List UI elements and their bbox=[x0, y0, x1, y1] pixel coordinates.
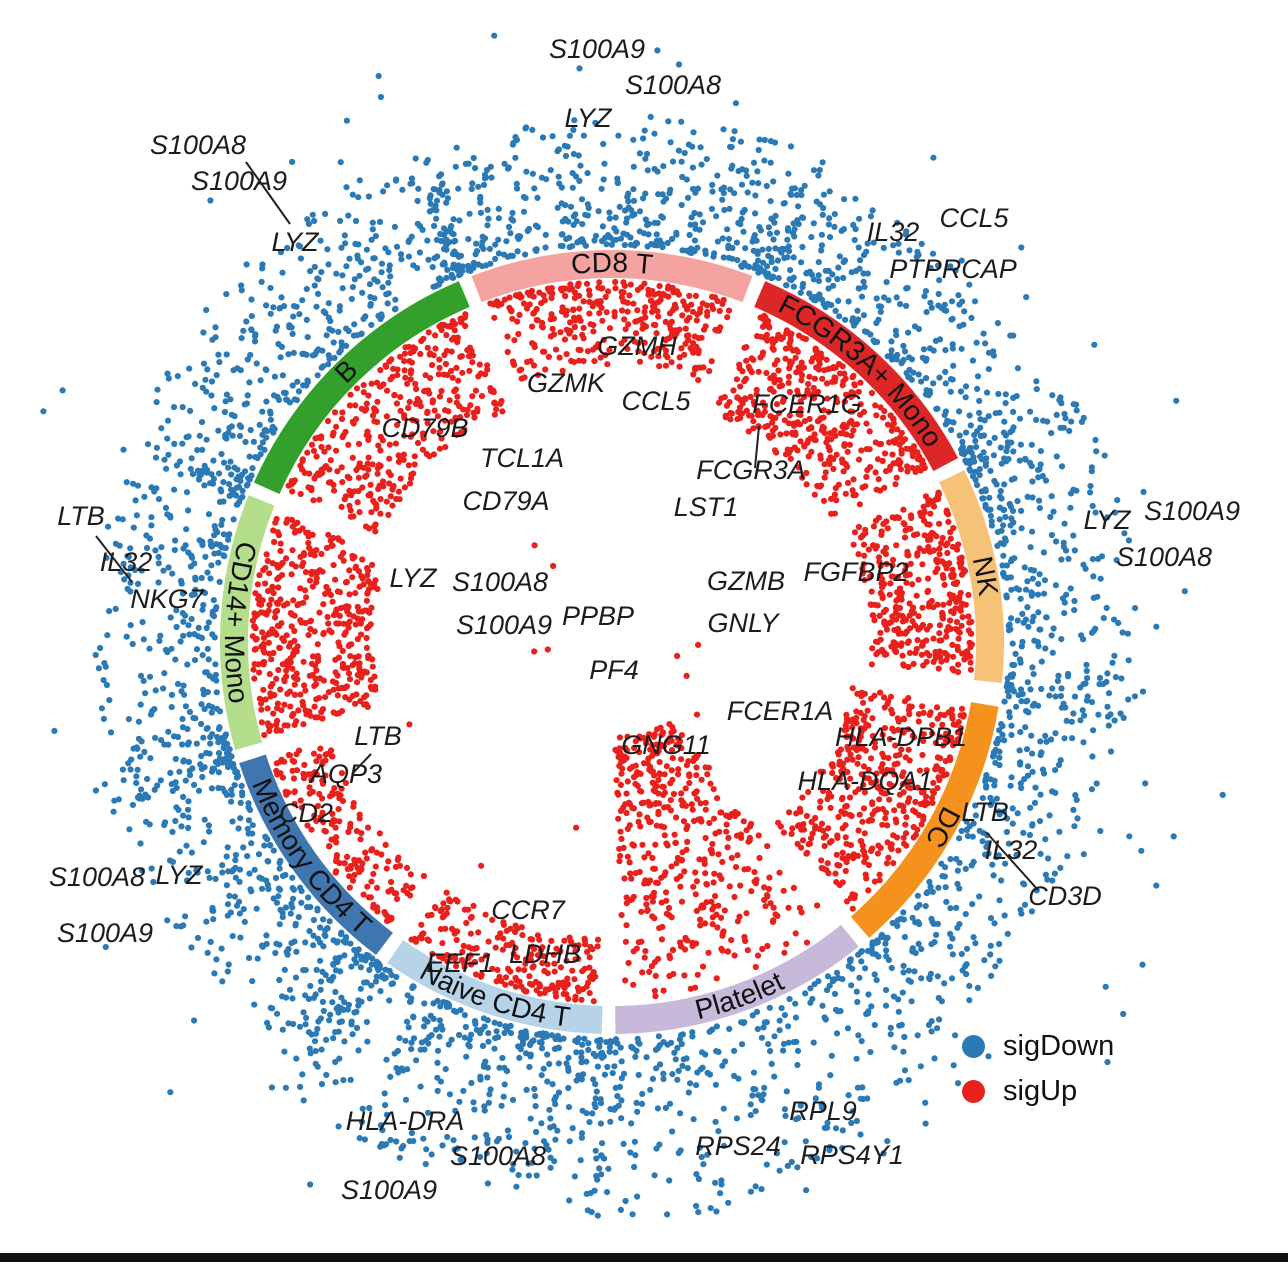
segment-CD8-T bbox=[471, 250, 753, 303]
gene-label-TCL1A: TCL1A bbox=[480, 443, 564, 473]
leader-line bbox=[95, 535, 133, 583]
segment-CD14-Mono bbox=[220, 495, 275, 751]
segment-Memory-CD4-T bbox=[239, 754, 393, 956]
gene-label-GNLY: GNLY bbox=[707, 608, 780, 638]
gene-label-S100A9: S100A9 bbox=[549, 34, 645, 64]
segment-NK bbox=[939, 470, 1004, 683]
gene-label-CD79A: CD79A bbox=[462, 486, 549, 516]
segment-DC bbox=[850, 702, 999, 938]
gene-label-FCGR3A: FCGR3A bbox=[696, 455, 806, 485]
gene-label-S100A8: S100A8 bbox=[49, 862, 145, 892]
gene-label-S100A8: S100A8 bbox=[150, 130, 246, 160]
gene-label-LST1: LST1 bbox=[674, 492, 739, 522]
segment-label: NK bbox=[967, 554, 1004, 598]
gene-label-CCL5: CCL5 bbox=[621, 386, 691, 416]
gene-label-CCL5: CCL5 bbox=[939, 203, 1009, 233]
gene-label-LYZ: LYZ bbox=[271, 227, 320, 257]
gene-label-LYZ: LYZ bbox=[155, 860, 204, 890]
gene-label-PF4: PF4 bbox=[589, 655, 639, 685]
gene-label-GZMB: GZMB bbox=[707, 566, 785, 596]
gene-label-CD3D: CD3D bbox=[1028, 881, 1102, 911]
gene-label-S100A8: S100A8 bbox=[450, 1141, 546, 1171]
gene-label-GZMK: GZMK bbox=[527, 368, 606, 398]
legend-item-sigdown: sigDown bbox=[962, 1032, 1114, 1061]
gene-label-S100A9: S100A9 bbox=[191, 166, 287, 196]
gene-label-RPL9: RPL9 bbox=[789, 1096, 857, 1126]
gene-label-LYZ: LYZ bbox=[1083, 505, 1132, 535]
gene-label-S100A8: S100A8 bbox=[1116, 542, 1212, 572]
leader-line bbox=[245, 161, 291, 225]
gene-label-CCR7: CCR7 bbox=[491, 895, 565, 925]
bottom-border-bar bbox=[0, 1253, 1288, 1262]
segment-label: Platelet bbox=[692, 965, 789, 1025]
gene-label-GZMH: GZMH bbox=[597, 331, 677, 361]
gene-label-AQP3: AQP3 bbox=[308, 759, 382, 789]
segment-Naive-CD4-T bbox=[387, 940, 603, 1034]
leader-line bbox=[985, 831, 1039, 891]
segment-FCGR3A-Mono bbox=[754, 281, 959, 472]
gene-label-CD79B: CD79B bbox=[381, 413, 468, 443]
gene-label-FCER1A: FCER1A bbox=[727, 696, 834, 726]
gene-label-PPBP: PPBP bbox=[562, 601, 634, 631]
gene-label-RPS4Y1: RPS4Y1 bbox=[800, 1140, 904, 1170]
gene-label-HLA-DPB1: HLA-DPB1 bbox=[835, 722, 967, 752]
gene-label-S100A9: S100A9 bbox=[456, 610, 552, 640]
gene-label-S100A9: S100A9 bbox=[1144, 496, 1240, 526]
segment-B bbox=[253, 281, 470, 494]
gene-label-LTB: LTB bbox=[961, 797, 1009, 827]
leader-line bbox=[351, 753, 372, 775]
leader-line bbox=[754, 425, 760, 469]
legend-label-sigdown: sigDown bbox=[1003, 1030, 1115, 1062]
gene-label-HLA-DQA1: HLA-DQA1 bbox=[797, 766, 932, 796]
gene-label-S100A8: S100A8 bbox=[452, 567, 548, 597]
gene-label-CD2: CD2 bbox=[279, 798, 333, 828]
sigup-dot-icon bbox=[962, 1080, 985, 1103]
gene-label-GNG11: GNG11 bbox=[621, 730, 711, 760]
gene-label-S100A9: S100A9 bbox=[57, 918, 153, 948]
sigdown-dot-icon bbox=[962, 1035, 985, 1058]
gene-label-RPS24: RPS24 bbox=[695, 1131, 781, 1161]
gene-label-FCER1G: FCER1G bbox=[752, 389, 862, 419]
gene-label-LTB: LTB bbox=[354, 721, 402, 751]
gene-label-LYZ: LYZ bbox=[389, 563, 438, 593]
legend-item-sigup: sigUp bbox=[962, 1077, 1114, 1106]
gene-label-HLA-DRA: HLA-DRA bbox=[346, 1106, 465, 1136]
gene-label-PTPRCAP: PTPRCAP bbox=[889, 254, 1017, 284]
gene-label-IL32: IL32 bbox=[867, 217, 920, 247]
gene-label-NKG7: NKG7 bbox=[130, 584, 205, 614]
gene-labels-group: S100A9S100A8LYZS100A8S100A9LYZCCL5IL32PT… bbox=[49, 34, 1240, 1205]
sigdown-points-group bbox=[40, 32, 1226, 1219]
gene-label-LTB: LTB bbox=[57, 501, 105, 531]
gene-label-FGFBP2: FGFBP2 bbox=[803, 557, 908, 587]
gene-label-S100A9: S100A9 bbox=[341, 1175, 437, 1205]
gene-label-S100A8: S100A8 bbox=[625, 70, 721, 100]
sigup-points-group bbox=[249, 278, 976, 1005]
segment-Platelet bbox=[615, 924, 859, 1034]
legend: sigDown sigUp bbox=[962, 1032, 1114, 1106]
gene-label-EEF1: EEF1 bbox=[426, 948, 494, 978]
gene-label-LDHB: LDHB bbox=[509, 939, 581, 969]
gene-label-LYZ: LYZ bbox=[564, 103, 613, 133]
legend-label-sigup: sigUp bbox=[1003, 1075, 1078, 1107]
